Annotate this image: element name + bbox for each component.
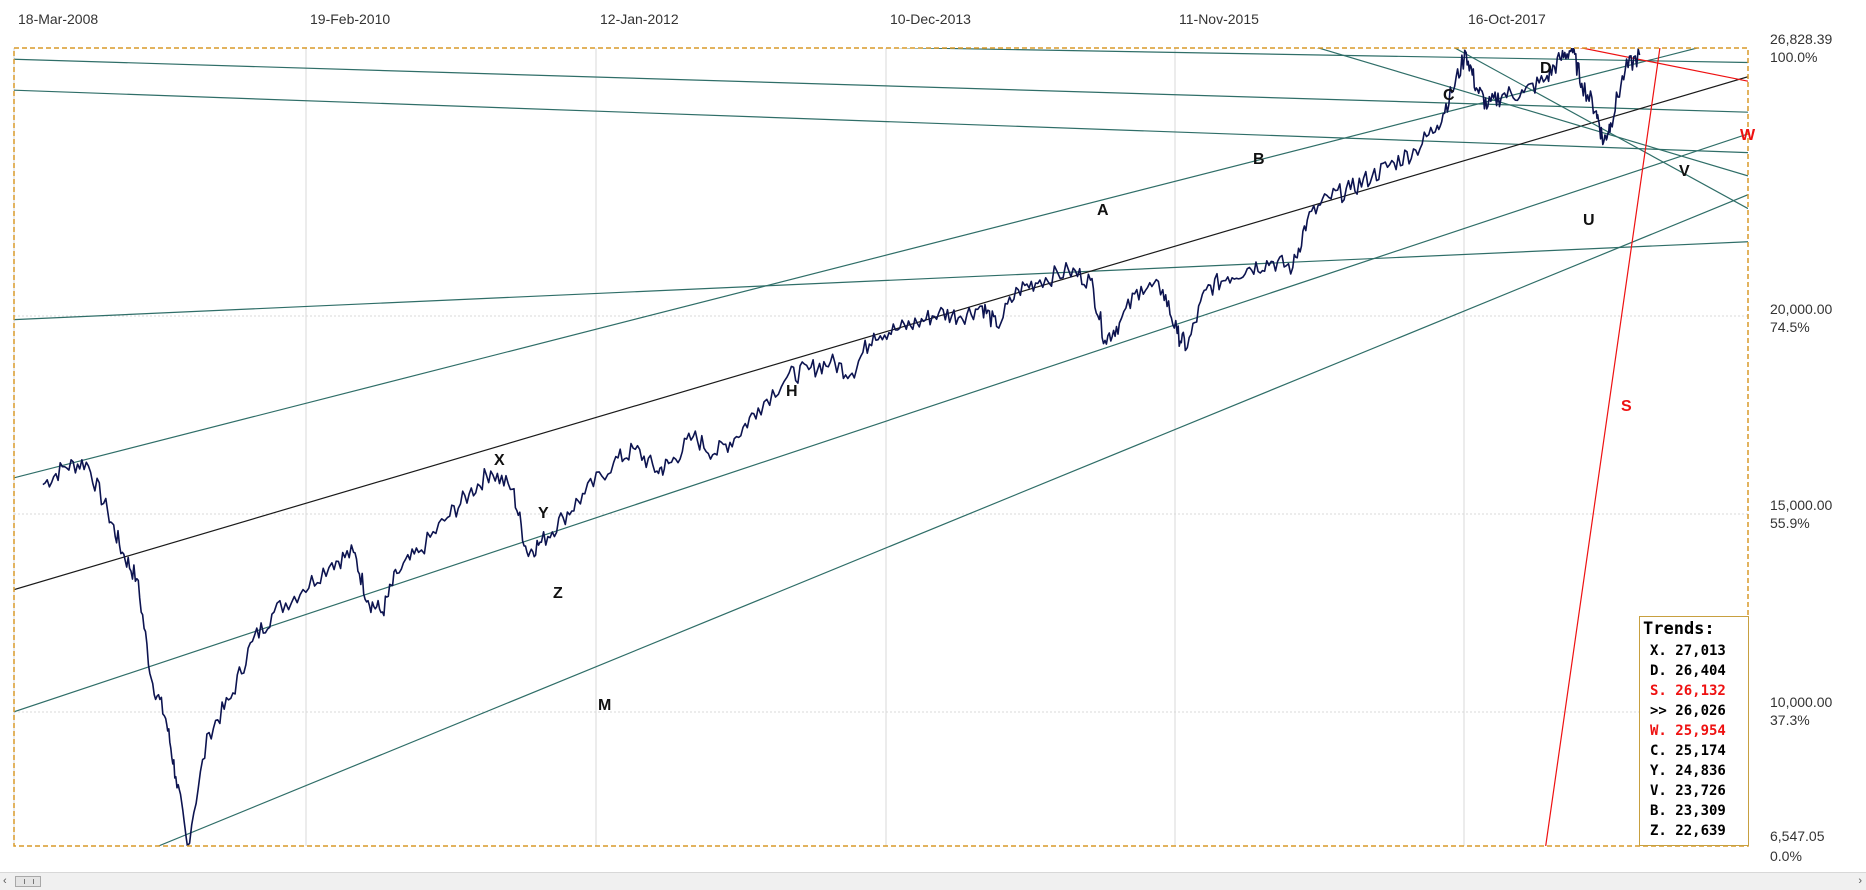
trend-row: Y. 24,836 bbox=[1650, 763, 1726, 779]
trendline-y bbox=[14, 76, 1748, 591]
price-series bbox=[42, 48, 1641, 846]
y-tick-value: 6,547.05 bbox=[1770, 828, 1825, 844]
trendline-u bbox=[1453, 48, 1748, 210]
trendline-h bbox=[14, 241, 1748, 321]
trend-row: Z. 22,639 bbox=[1650, 823, 1726, 839]
y-tick-percent: 37.3% bbox=[1770, 712, 1810, 728]
trendline-label-a: A bbox=[1097, 202, 1109, 219]
y-tick-percent: 74.5% bbox=[1770, 319, 1810, 335]
trendline-label-y: Y bbox=[538, 505, 549, 522]
trend-row: D. 26,404 bbox=[1650, 663, 1726, 679]
trendline-w bbox=[1579, 48, 1748, 82]
trendline-label-m: M bbox=[598, 697, 611, 714]
grid-lines bbox=[13, 48, 1748, 846]
trendline-label-s: S bbox=[1621, 398, 1632, 415]
horizontal-scrollbar[interactable]: ‹ › bbox=[0, 872, 1866, 890]
trendline-d bbox=[887, 48, 1748, 64]
x-tick-label: 11-Nov-2015 bbox=[1179, 11, 1259, 27]
trendline-label-b: B bbox=[1253, 151, 1265, 168]
trendline-a bbox=[14, 89, 1748, 154]
trends-title: Trends: bbox=[1643, 619, 1715, 639]
trendline-label-d: D bbox=[1540, 60, 1552, 77]
trendline-s bbox=[1545, 48, 1661, 846]
scroll-left-arrow-icon[interactable]: ‹ bbox=[3, 875, 7, 887]
trend-lines bbox=[14, 48, 1748, 846]
trendline-label-v: V bbox=[1679, 163, 1690, 180]
scroll-thumb[interactable] bbox=[15, 876, 41, 887]
x-axis-labels: 18-Mar-2008 19-Feb-2010 12-Jan-2012 10-Dec-… bbox=[18, 11, 1546, 27]
x-tick-label: 18-Mar-2008 bbox=[18, 11, 98, 27]
x-tick-label: 12-Jan-2012 bbox=[600, 11, 679, 27]
y-tick-percent: 55.9% bbox=[1770, 515, 1810, 531]
y-tick-value: 20,000.00 bbox=[1770, 301, 1832, 317]
y-tick-percent: 0.0% bbox=[1770, 848, 1802, 864]
scroll-right-arrow-icon[interactable]: › bbox=[1858, 875, 1862, 887]
trendline-label-x: X bbox=[494, 452, 505, 469]
x-tick-label: 10-Dec-2013 bbox=[890, 11, 971, 27]
trendline-c bbox=[1316, 48, 1748, 177]
trendline-labels: A B C D H X Y Z M U V W S bbox=[494, 60, 1756, 714]
y-tick-percent: 100.0% bbox=[1770, 49, 1817, 65]
trend-row: W. 25,954 bbox=[1650, 723, 1726, 739]
y-axis-labels: 26,828.39 100.0% 20,000.00 74.5% 15,000.00 55… bbox=[1770, 31, 1832, 864]
trendline-label-w: W bbox=[1740, 127, 1756, 144]
y-tick-value: 15,000.00 bbox=[1770, 497, 1832, 513]
trend-row: X. 27,013 bbox=[1650, 643, 1726, 659]
trends-legend: Trends: X. 27,013 D. 26,404 S. 26,132 >> 26… bbox=[1639, 616, 1749, 846]
trendline-b bbox=[14, 58, 1748, 113]
trendline-label-u: U bbox=[1583, 212, 1595, 229]
x-tick-label: 19-Feb-2010 bbox=[310, 11, 390, 27]
trendline-label-h: H bbox=[786, 383, 798, 400]
price-line bbox=[42, 48, 1641, 846]
trend-row: C. 25,174 bbox=[1650, 743, 1726, 759]
trend-row: >> 26,026 bbox=[1650, 703, 1726, 719]
trendline-m bbox=[158, 194, 1748, 846]
y-tick-value: 26,828.39 bbox=[1770, 31, 1832, 47]
x-tick-label: 16-Oct-2017 bbox=[1468, 11, 1546, 27]
trend-row: S. 26,132 bbox=[1650, 683, 1726, 699]
trendline-z bbox=[14, 133, 1748, 713]
plot-frame bbox=[13, 47, 1749, 847]
trendline-label-c: C bbox=[1443, 87, 1455, 104]
trendline-x bbox=[14, 48, 1700, 479]
trendline-label-z: Z bbox=[553, 585, 563, 602]
y-tick-value: 10,000.00 bbox=[1770, 694, 1832, 710]
trend-row: V. 23,726 bbox=[1650, 783, 1726, 799]
trend-row: B. 23,309 bbox=[1650, 803, 1726, 819]
